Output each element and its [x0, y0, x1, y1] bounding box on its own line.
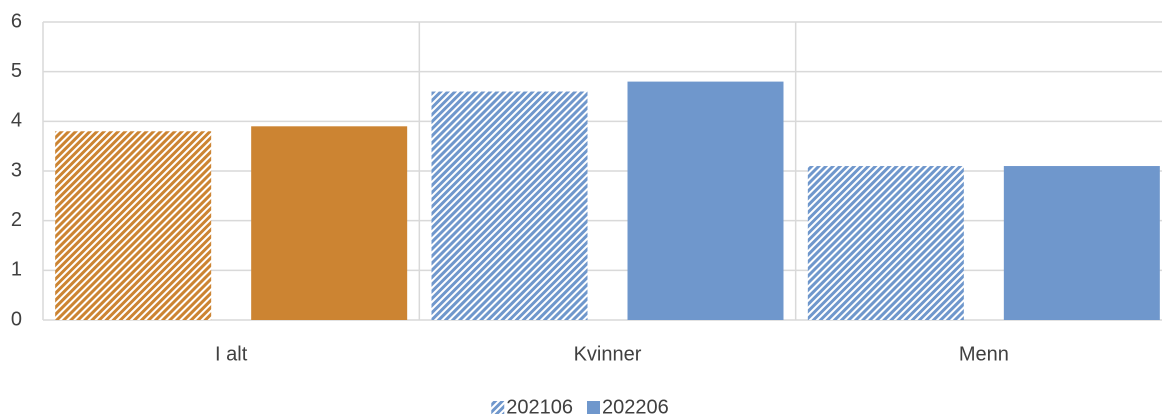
y-tick-label: 6 — [11, 10, 22, 32]
bar — [627, 81, 784, 320]
bar — [251, 126, 408, 320]
legend-label: 202106 — [506, 396, 573, 417]
x-tick-label: I alt — [215, 343, 248, 365]
y-tick-label: 4 — [11, 110, 22, 132]
x-tick-label: Menn — [959, 343, 1009, 365]
y-tick-label: 3 — [11, 159, 22, 181]
legend-swatch — [587, 401, 600, 414]
legend: 202106 202206 — [491, 396, 669, 417]
legend-label: 202206 — [602, 396, 669, 417]
bar — [431, 91, 588, 321]
legend-swatch — [491, 401, 505, 414]
bar — [55, 131, 212, 320]
y-tick-label: 5 — [11, 60, 22, 82]
y-tick-label: 0 — [11, 308, 22, 330]
y-tick-label: 1 — [11, 259, 22, 281]
bar — [807, 166, 964, 320]
bar — [1003, 166, 1160, 320]
x-tick-label: Kvinner — [574, 343, 642, 365]
y-tick-label: 2 — [11, 209, 22, 231]
